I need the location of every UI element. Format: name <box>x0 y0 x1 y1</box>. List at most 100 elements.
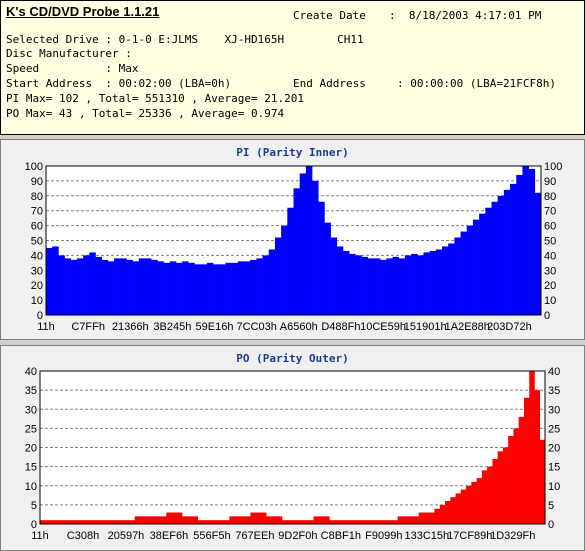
po-bar <box>182 516 188 524</box>
pi-y-tick-left: 100 <box>25 161 43 173</box>
po-bar <box>481 470 488 524</box>
po-bar <box>366 520 372 524</box>
pi-bar <box>330 237 338 315</box>
po-bar <box>229 516 235 524</box>
pi-summary-line: PI Max= 102 , Total= 551310 , Average= 2… <box>6 92 305 105</box>
po-bar <box>192 516 199 524</box>
po-bar <box>518 416 525 524</box>
po-y-tick-left: 35 <box>25 385 37 397</box>
pi-bar <box>169 261 177 315</box>
pi-y-tick-right: 80 <box>544 191 556 203</box>
po-y-tick-left: 40 <box>25 366 37 378</box>
pi-bar <box>89 252 96 315</box>
pi-bar <box>268 249 276 315</box>
po-bar <box>239 516 246 524</box>
pi-y-tick-right: 50 <box>544 236 556 248</box>
end-address-label: End Address <box>293 77 366 90</box>
po-x-tick: 17CF89h <box>447 530 492 542</box>
pi-bar <box>274 237 282 315</box>
po-bar <box>155 516 162 524</box>
po-y-tick-left: 0 <box>31 519 37 531</box>
pi-y-tick-right: 40 <box>544 250 556 262</box>
po-bar <box>103 520 109 524</box>
po-bar <box>497 451 504 524</box>
pi-bar <box>132 261 140 315</box>
po-bar <box>92 520 99 524</box>
pi-bar <box>404 255 412 315</box>
app-title: K's CD/DVD Probe 1.1.21 <box>6 4 160 19</box>
pi-bar <box>70 259 78 315</box>
po-chart-title: PO (Parity Outer) <box>236 352 349 365</box>
po-bar <box>429 512 435 524</box>
po-bar <box>329 520 335 524</box>
po-bar <box>40 520 46 524</box>
po-bar <box>402 516 409 524</box>
pi-bar <box>534 192 542 315</box>
pi-bar <box>256 258 263 315</box>
po-y-tick-right: 10 <box>548 481 560 493</box>
po-chart: 0 0 5 5 10 10 15 15 20 20 25 25 30 30 35 35 40 40 11h C308h… <box>25 366 561 542</box>
pi-bar <box>299 173 307 315</box>
pi-x-tick: D488Fh <box>321 321 360 333</box>
pi-bar <box>336 246 344 315</box>
po-bar <box>345 520 351 524</box>
pi-x-tick: 151901h <box>404 321 447 333</box>
pi-chart-title: PI (Parity Inner) <box>236 146 349 159</box>
pi-y-tick-right: 100 <box>544 161 562 173</box>
pi-y-tick-left: 0 <box>37 310 43 322</box>
po-x-tick: 1D329Fh <box>490 530 535 542</box>
pi-x-tick: 7CC03h <box>236 321 276 333</box>
po-bar <box>281 520 288 524</box>
po-y-tick-left: 10 <box>25 481 37 493</box>
po-x-tick: 38EF6h <box>150 530 189 542</box>
po-bar <box>124 520 130 524</box>
po-bar <box>292 520 299 524</box>
pi-x-tick: 3B245h <box>153 321 191 333</box>
pi-bar <box>101 259 109 315</box>
pi-bar <box>472 219 480 315</box>
speed-line: Speed : Max <box>6 62 139 75</box>
create-date-value: : 8/18/2003 4:17:01 PM <box>389 9 542 22</box>
pi-bar <box>380 259 387 315</box>
pi-bar <box>58 255 65 315</box>
po-y-tick-left: 25 <box>25 423 37 435</box>
po-bar <box>376 520 383 524</box>
po-bar <box>50 520 57 524</box>
pi-bar <box>46 247 53 315</box>
pi-bar <box>231 262 239 315</box>
po-bar <box>208 520 214 524</box>
po-bar <box>245 516 251 524</box>
po-bar <box>271 516 278 524</box>
pi-y-tick-left: 80 <box>31 191 43 203</box>
po-bar <box>139 516 146 524</box>
start-address-line: Start Address : 00:02:00 (LBA=0h) <box>6 77 232 90</box>
po-bar <box>45 520 51 524</box>
pi-bar <box>349 253 356 315</box>
po-y-tick-right: 15 <box>548 462 560 474</box>
end-address-value: : 00:00:00 (LBA=21FCF8h) <box>397 77 556 90</box>
pi-bar <box>479 213 486 315</box>
pi-bar <box>219 264 226 315</box>
po-y-tick-right: 35 <box>548 385 560 397</box>
po-bar <box>334 520 341 524</box>
po-x-tick: 9D2F0h <box>278 530 317 542</box>
pi-bar <box>52 246 59 315</box>
pi-y-tick-right: 20 <box>544 280 556 292</box>
create-date-label: Create Date <box>293 9 366 22</box>
po-bar <box>445 501 451 524</box>
po-y-tick-left: 20 <box>25 443 37 455</box>
po-bar <box>66 520 72 524</box>
pi-bar <box>466 225 474 315</box>
pi-x-tick: 21366h <box>112 321 149 333</box>
po-bar <box>160 516 167 524</box>
po-bar <box>187 516 193 524</box>
po-bar <box>276 516 283 524</box>
po-bar <box>487 466 493 524</box>
pi-bar <box>76 258 84 315</box>
pi-bar <box>386 258 393 315</box>
po-bar <box>166 512 172 524</box>
po-bar <box>539 439 546 524</box>
po-bar <box>150 516 157 524</box>
pi-bar <box>200 264 208 315</box>
po-plot-border <box>39 370 546 525</box>
